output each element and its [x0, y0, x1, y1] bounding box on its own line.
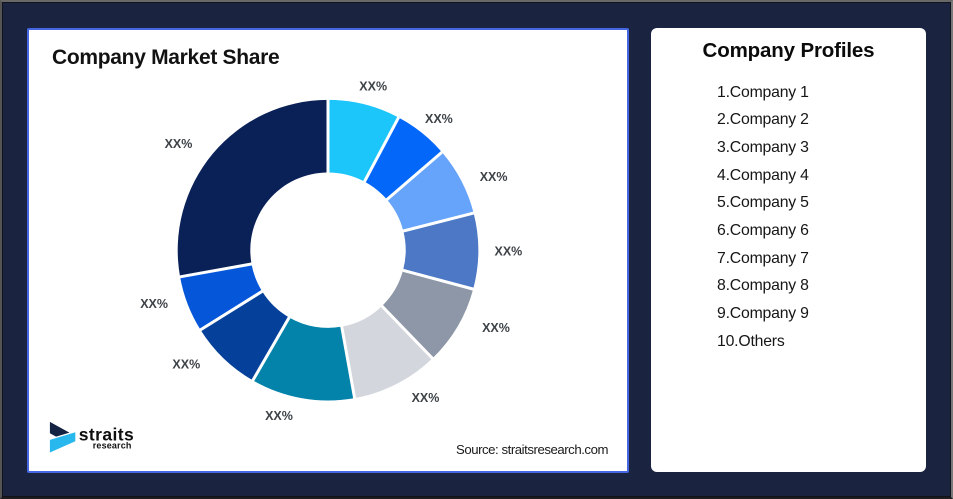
- svg-text:straits: straits: [79, 425, 134, 445]
- svg-text:XX%: XX%: [412, 391, 440, 405]
- svg-text:XX%: XX%: [495, 244, 523, 258]
- svg-text:XX%: XX%: [165, 137, 193, 151]
- svg-text:research: research: [93, 441, 132, 451]
- svg-text:XX%: XX%: [172, 357, 200, 371]
- svg-text:XX%: XX%: [425, 112, 453, 126]
- svg-text:XX%: XX%: [482, 321, 510, 335]
- svg-text:XX%: XX%: [140, 297, 168, 311]
- svg-text:XX%: XX%: [265, 409, 293, 423]
- svg-text:XX%: XX%: [359, 80, 387, 94]
- svg-text:XX%: XX%: [480, 170, 508, 184]
